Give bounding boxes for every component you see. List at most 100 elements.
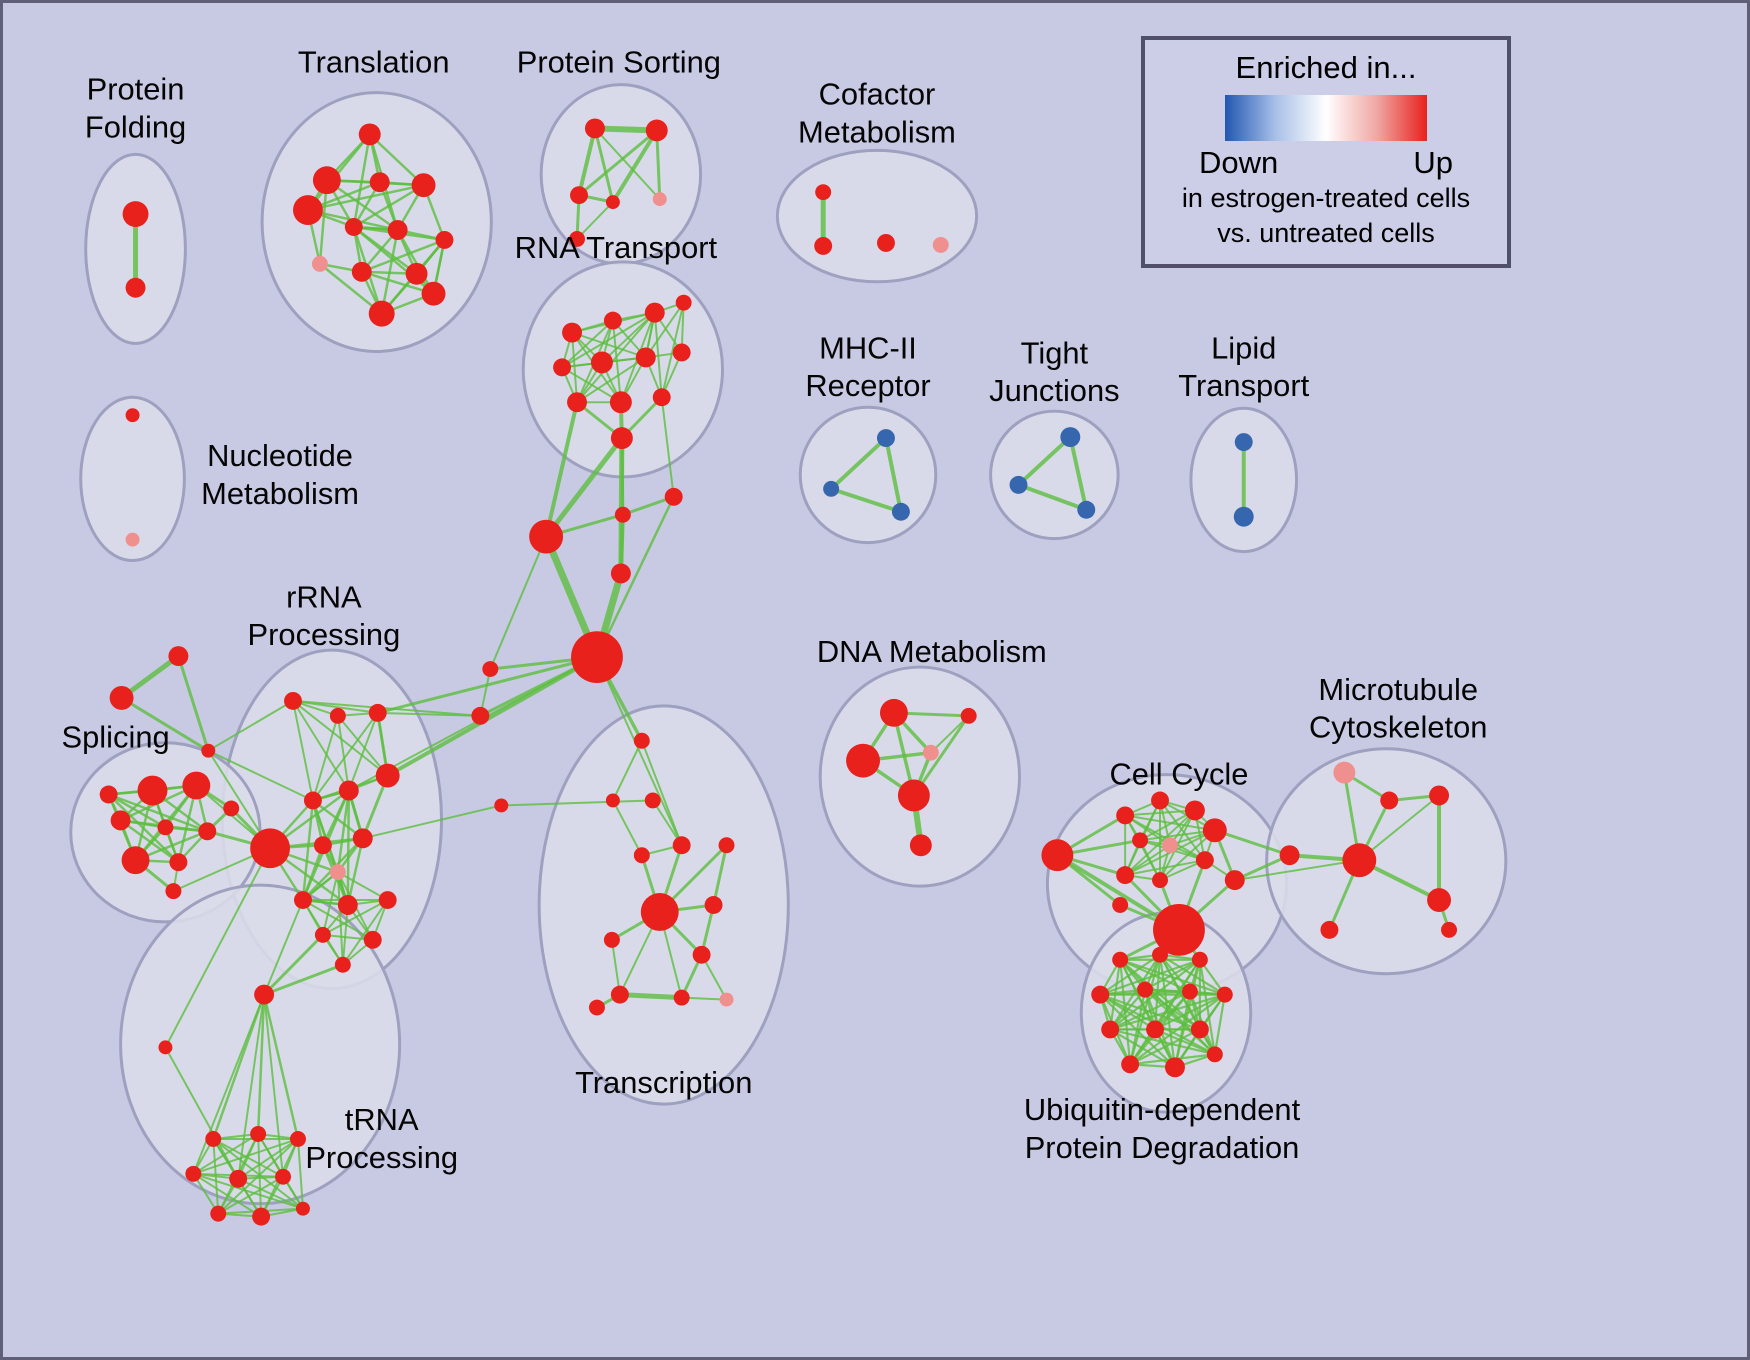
node-rr9: [352, 828, 373, 849]
network-edge: [192, 1133, 259, 1175]
cluster-label-microtubule-cytoskeleton: Microtubule: [1318, 672, 1478, 707]
cluster-label-mhc-ii-receptor: Receptor: [805, 368, 930, 403]
cluster-label-protein-folding: Folding: [85, 109, 186, 144]
network-edge: [1139, 829, 1215, 842]
network-edge: [346, 838, 364, 906]
network-edge: [561, 311, 656, 369]
cluster-label-protein-folding: Protein: [87, 72, 185, 107]
node-ub9: [1146, 1020, 1165, 1039]
network-edge: [576, 356, 647, 404]
network-edge: [712, 844, 728, 906]
cluster-label-trna-processing: Processing: [305, 1140, 458, 1175]
network-edge: [593, 128, 615, 203]
node-tx3: [672, 836, 691, 855]
network-edge: [256, 994, 266, 1135]
network-edge: [561, 366, 622, 404]
network-edge: [595, 496, 675, 658]
cluster-label-cofactor-metabolism: Metabolism: [798, 114, 956, 149]
network-edge: [292, 700, 350, 792]
node-tl4: [369, 172, 390, 193]
node-ps2: [645, 119, 668, 142]
network-edge: [571, 332, 579, 403]
node-tj2: [1009, 475, 1028, 494]
node-cc10: [1152, 872, 1168, 889]
node-ub3: [1191, 951, 1208, 968]
network-edge: [1129, 989, 1147, 1065]
node-mh2: [823, 480, 840, 497]
network-edge: [622, 495, 675, 517]
node-cc12: [1153, 904, 1205, 956]
node-sp2: [182, 771, 211, 800]
node-sp6: [121, 846, 150, 875]
network-edge: [1154, 1028, 1216, 1056]
node-tl10: [351, 261, 372, 282]
node-rt1: [562, 322, 583, 343]
node-ub13: [1206, 1046, 1223, 1063]
network-edge: [619, 992, 682, 1001]
network-edge: [263, 933, 324, 996]
network-edge: [489, 536, 548, 670]
legend-caption-line2: vs. untreated cells: [1217, 218, 1435, 248]
node-mt5: [1342, 843, 1377, 878]
node-ps3: [570, 186, 588, 205]
cluster-label-nucleotide-metabolism: Metabolism: [201, 476, 359, 511]
node-tl12: [368, 300, 395, 327]
network-edge: [368, 133, 425, 187]
node-rr11: [293, 891, 312, 909]
network-edge: [296, 1138, 304, 1209]
cluster-label-ubiquitin-degradation: Ubiquitin-dependent: [1024, 1092, 1301, 1127]
network-edge: [120, 696, 210, 752]
network-edge: [660, 302, 685, 398]
network-edge: [347, 712, 379, 791]
node-nu1: [125, 408, 140, 423]
node-cc5: [1202, 818, 1227, 843]
node-dm1: [879, 698, 908, 727]
node-dm3: [846, 743, 880, 778]
network-edge: [322, 899, 389, 936]
node-ps6: [569, 230, 585, 247]
network-edge: [193, 1138, 299, 1175]
node-sp3: [110, 810, 131, 831]
network-edge: [1099, 953, 1161, 996]
cluster-label-cofactor-metabolism: Cofactor: [819, 77, 936, 112]
node-xc: [201, 743, 216, 758]
network-edge: [318, 180, 329, 264]
network-edge: [263, 994, 285, 1177]
node-rt11: [652, 388, 671, 407]
node-rr5: [303, 791, 322, 810]
network-edge: [1099, 958, 1201, 996]
node-cn1: [529, 519, 564, 554]
network-edge: [119, 819, 180, 864]
node-sp10: [99, 785, 118, 804]
node-ub8: [1101, 1020, 1120, 1039]
network-edge: [107, 793, 180, 864]
node-ub6: [1181, 983, 1198, 1000]
network-edge: [396, 229, 435, 295]
node-sp7: [169, 853, 188, 872]
node-ub2: [1152, 946, 1168, 963]
node-cn4: [610, 563, 631, 584]
network-edge: [1109, 993, 1226, 1031]
network-edge: [576, 311, 656, 403]
node-tl9: [311, 255, 328, 272]
node-sp8: [223, 800, 240, 817]
cluster-label-nucleotide-metabolism: Nucleotide: [207, 438, 353, 473]
cluster-label-tight-junctions: Junctions: [989, 373, 1119, 408]
network-edge: [301, 800, 315, 901]
network-edge: [1144, 988, 1216, 1056]
node-xb: [109, 685, 134, 710]
network-edge: [302, 899, 374, 941]
node-rt5: [553, 358, 572, 377]
node-tx5: [633, 847, 650, 864]
node-cc4: [1184, 800, 1205, 821]
network-edge: [262, 994, 300, 1140]
node-rr6: [338, 780, 359, 801]
network-edge: [601, 311, 656, 364]
network-edge: [1234, 853, 1291, 882]
node-rt2: [603, 311, 622, 330]
node-rr16: [334, 956, 351, 973]
network-edge: [164, 1046, 240, 1180]
network-edge: [830, 486, 902, 514]
cluster-label-rna-transport: RNA Transport: [515, 230, 718, 265]
network-edge: [319, 262, 383, 315]
